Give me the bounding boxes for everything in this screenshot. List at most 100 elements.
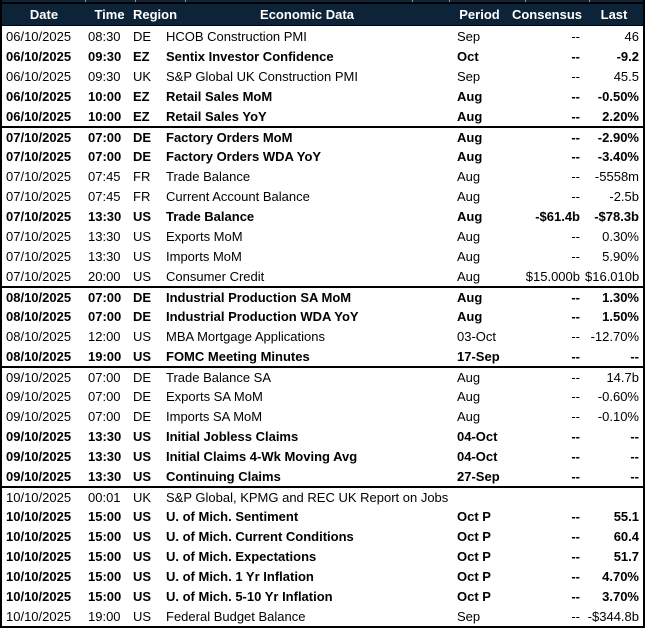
cell-region: US <box>133 228 152 244</box>
cell-time: 13:30 <box>88 208 122 224</box>
table-row: 10/10/2025 15:00 US U. of Mich. Current Con… <box>2 526 643 546</box>
column-header-time: Time <box>94 7 125 22</box>
column-header-economic-data: Economic Data <box>260 7 354 22</box>
cell-period: 27-Sep <box>457 468 500 484</box>
cell-period: Sep <box>457 68 481 84</box>
cell-last: 1.50% <box>602 308 639 324</box>
cell-last: $16.010b <box>585 268 640 284</box>
cell-time: 13:30 <box>88 448 122 464</box>
table-row: 06/10/2025 09:30 UK S&P Global UK Construct… <box>2 66 643 86</box>
cell-region: DE <box>133 308 152 324</box>
cell-event: Imports MoM <box>166 248 242 264</box>
cell-region: US <box>133 608 152 624</box>
cell-region: FR <box>133 188 151 204</box>
table-row: 06/10/2025 10:00 EZ Retail Sales MoM Aug -- -0… <box>2 86 643 106</box>
cell-consensus: -- <box>571 228 580 244</box>
cell-time: 15:00 <box>88 568 122 584</box>
cell-period: Aug <box>457 208 483 224</box>
cell-region: US <box>133 568 152 584</box>
table-row: 10/10/2025 00:01 UK S&P Global, KPMG and RE… <box>2 486 643 506</box>
table-row: 06/10/2025 08:30 DE HCOB Construction PMI Se… <box>2 26 643 46</box>
table-row: 10/10/2025 15:00 US U. of Mich. Expectation… <box>2 546 643 566</box>
cell-last: -9.2 <box>616 48 639 64</box>
cell-last: -- <box>630 448 639 464</box>
cell-period: Aug <box>457 248 481 264</box>
cell-period: Aug <box>457 369 481 385</box>
table-row: 07/10/2025 20:00 US Consumer Credit Aug $15.0… <box>2 266 643 286</box>
cell-consensus: -- <box>571 548 580 564</box>
cell-event: Federal Budget Balance <box>166 608 306 624</box>
cell-event: Retail Sales YoY <box>166 108 267 124</box>
cell-date: 06/10/2025 <box>6 108 72 124</box>
cell-last: 60.4 <box>613 528 639 544</box>
cell-date: 09/10/2025 <box>6 408 72 424</box>
cell-event: Trade Balance <box>166 168 251 184</box>
cell-time: 07:45 <box>88 168 121 184</box>
cell-consensus: -- <box>571 248 580 264</box>
cell-date: 07/10/2025 <box>6 268 72 284</box>
cell-date: 07/10/2025 <box>6 228 72 244</box>
cell-consensus: -$61.4b <box>535 208 580 224</box>
table-row: 09/10/2025 07:00 DE Exports SA MoM Aug -- -0.6… <box>2 386 643 406</box>
cell-event: Industrial Production WDA YoY <box>166 308 359 324</box>
table-row: 09/10/2025 13:30 US Continuing Claims 27-Sep… <box>2 466 643 486</box>
table-row: 10/10/2025 15:00 US U. of Mich. Sentiment Oc… <box>2 506 643 526</box>
cell-date: 08/10/2025 <box>6 348 72 364</box>
cell-region: UK <box>133 489 152 505</box>
cell-period: Aug <box>457 88 483 104</box>
table-row: 08/10/2025 07:00 DE Industrial Production S… <box>2 286 643 306</box>
cell-consensus: -- <box>571 428 580 444</box>
cell-consensus: -- <box>571 129 580 145</box>
cell-consensus: -- <box>571 468 580 484</box>
cell-period: 03-Oct <box>457 328 497 344</box>
cell-time: 07:00 <box>88 289 122 305</box>
cell-region: US <box>133 508 152 524</box>
cell-region: US <box>133 528 152 544</box>
cell-event: Consumer Credit <box>166 268 265 284</box>
cell-last: -- <box>630 428 639 444</box>
cell-consensus: -- <box>571 608 580 624</box>
table-row: 07/10/2025 07:45 FR Trade Balance Aug -- -5558… <box>2 166 643 186</box>
cell-consensus: -- <box>571 508 580 524</box>
table-row: 07/10/2025 13:30 US Exports MoM Aug -- 0.30% <box>2 226 643 246</box>
cell-last: -0.60% <box>597 388 639 404</box>
cell-region: US <box>133 468 152 484</box>
cell-region: US <box>133 328 152 344</box>
cell-last: 14.7b <box>606 369 639 385</box>
table-header-row: Date Time Region Economic Data Period Co… <box>2 2 643 26</box>
cell-time: 07:00 <box>88 308 122 324</box>
cell-time: 10:00 <box>88 108 122 124</box>
cell-region: DE <box>133 369 152 385</box>
cell-event: Imports SA MoM <box>166 408 263 424</box>
cell-region: DE <box>133 129 152 145</box>
cell-last: -$78.3b <box>594 208 639 224</box>
cell-date: 06/10/2025 <box>6 48 72 64</box>
cell-time: 13:30 <box>88 228 121 244</box>
table-row: 09/10/2025 13:30 US Initial Jobless Claims 0… <box>2 426 643 446</box>
cell-region: US <box>133 348 152 364</box>
cell-event: Sentix Investor Confidence <box>166 48 334 64</box>
cell-consensus: -- <box>571 168 580 184</box>
cell-date: 09/10/2025 <box>6 388 72 404</box>
cell-region: US <box>133 248 152 264</box>
column-header-last: Last <box>600 7 628 22</box>
cell-period: 04-Oct <box>457 428 498 444</box>
column-header-period: Period <box>459 7 500 22</box>
gridline-tick <box>185 0 186 2</box>
gridline-tick <box>412 0 413 2</box>
cell-date: 09/10/2025 <box>6 428 72 444</box>
cell-region: US <box>133 548 152 564</box>
cell-period: Aug <box>457 228 481 244</box>
cell-time: 13:30 <box>88 248 121 264</box>
cell-last: -- <box>630 348 639 364</box>
table-row: 07/10/2025 13:30 US Imports MoM Aug -- 5.90% <box>2 246 643 266</box>
cell-time: 15:00 <box>88 508 122 524</box>
cell-consensus: -- <box>571 568 580 584</box>
cell-event: Continuing Claims <box>166 468 281 484</box>
cell-time: 12:00 <box>88 328 121 344</box>
cell-consensus: -- <box>571 108 580 124</box>
cell-time: 07:00 <box>88 148 122 164</box>
cell-time: 19:00 <box>88 348 122 364</box>
cell-period: Oct P <box>457 528 491 544</box>
table-row: 10/10/2025 19:00 US Federal Budget Balance S… <box>2 606 643 626</box>
